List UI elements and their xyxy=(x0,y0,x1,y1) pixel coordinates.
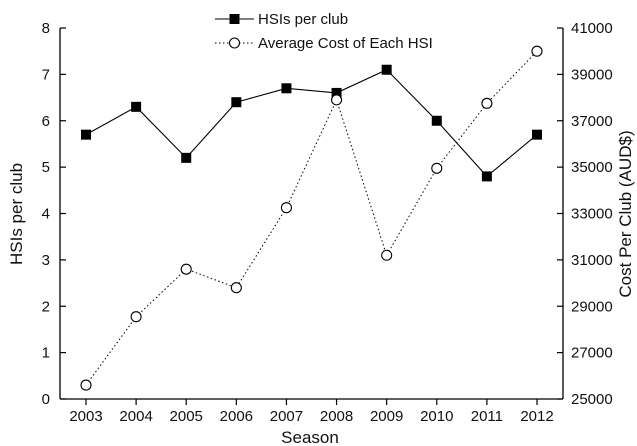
x-tick-label: 2006 xyxy=(220,408,253,425)
data-point-square xyxy=(532,129,542,140)
y2-tick-label: 33000 xyxy=(571,206,613,223)
data-point-square xyxy=(481,171,492,182)
data-point-square xyxy=(281,83,292,94)
series-markers xyxy=(80,45,543,391)
legend-marker-circle xyxy=(228,37,241,49)
x-tick-label: 2012 xyxy=(520,408,553,425)
y-tick-label: 0 xyxy=(42,391,50,408)
y-tick-label: 4 xyxy=(42,206,50,223)
legend-label-2: Average Cost of Each HSI xyxy=(258,35,433,52)
data-point-square xyxy=(381,64,392,75)
y2-tick-label: 31000 xyxy=(571,252,613,269)
data-point-circle xyxy=(481,97,493,109)
data-point-square xyxy=(231,97,242,108)
legend-marker-square xyxy=(229,14,240,24)
data-point-circle xyxy=(230,282,242,294)
y-tick-label: 1 xyxy=(42,345,50,362)
data-point-circle xyxy=(80,379,92,391)
x-tick-label: 2011 xyxy=(471,408,503,425)
y2-tick-label: 25000 xyxy=(571,391,613,408)
data-point-circle xyxy=(130,311,142,323)
y2-tick-label: 39000 xyxy=(571,66,613,83)
x-tick-label: 2005 xyxy=(170,408,203,425)
data-point-square xyxy=(81,129,91,140)
y2-tick-label: 35000 xyxy=(571,159,613,176)
x-tick-label: 2003 xyxy=(69,408,102,425)
series-lines xyxy=(85,50,538,386)
y-tick-label: 5 xyxy=(42,159,50,176)
data-point-circle xyxy=(180,263,192,275)
x-tick-label: 2008 xyxy=(320,408,353,425)
ticks: 0 1 2 3 4 5 6 7 8 25000 27000 29000 31000 33000 35000 3… xyxy=(42,20,613,425)
x-axis-title: Season xyxy=(281,428,339,446)
data-point-circle xyxy=(280,202,292,214)
x-tick-label: 2007 xyxy=(270,408,303,425)
data-point-circle xyxy=(381,249,393,261)
x-tick-label: 2009 xyxy=(370,408,403,425)
legend-label-1: HSIs per club xyxy=(258,11,348,28)
y-tick-label: 3 xyxy=(42,252,50,269)
y2-tick-label: 29000 xyxy=(571,298,613,315)
y-axis-title: HSIs per club xyxy=(7,163,26,265)
data-point-square xyxy=(181,152,192,163)
data-point-circle xyxy=(431,162,443,174)
y2-tick-label: 41000 xyxy=(571,20,613,37)
data-point-square xyxy=(131,101,142,112)
data-point-circle xyxy=(531,45,543,57)
x-tick-label: 2004 xyxy=(119,408,152,425)
data-point-square xyxy=(331,87,342,98)
series-line-2 xyxy=(85,50,538,386)
y-tick-label: 7 xyxy=(42,66,50,83)
x-tick-label: 2010 xyxy=(420,408,453,425)
axes xyxy=(59,28,564,400)
legend: HSIs per club Average Cost of Each HSI xyxy=(215,11,433,52)
y2-tick-label: 27000 xyxy=(571,345,613,362)
data-point-square xyxy=(431,115,442,126)
y-tick-label: 6 xyxy=(42,113,50,130)
y2-tick-label: 37000 xyxy=(571,113,613,130)
y-tick-label: 8 xyxy=(42,20,50,37)
y-tick-label: 2 xyxy=(42,298,50,315)
series-line-1 xyxy=(85,69,538,178)
y2-axis-title: Cost Per Club (AUD$) xyxy=(616,130,635,297)
data-point-circle xyxy=(331,94,343,106)
